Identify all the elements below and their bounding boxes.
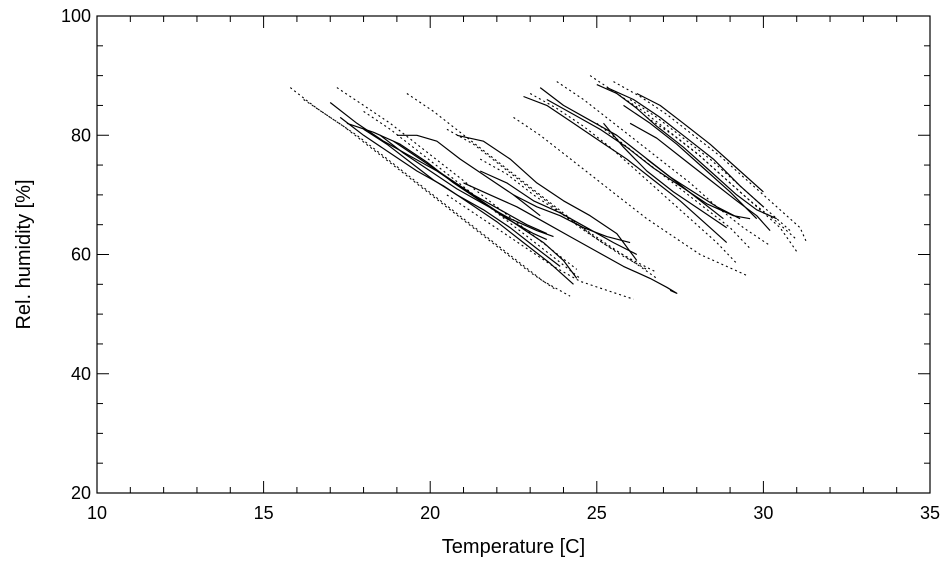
axis-ticks <box>96 15 931 494</box>
solid-series-line <box>546 98 751 220</box>
x-tick-label: 20 <box>420 503 440 523</box>
solid-series-line <box>629 122 771 232</box>
solid-series-line <box>523 95 728 244</box>
solid-series-line <box>636 92 764 193</box>
solid-series-line <box>396 134 541 217</box>
solid-series-line <box>339 116 574 285</box>
y-axis-title: Rel. humidity [%] <box>13 179 35 329</box>
solid-series-line <box>479 170 638 256</box>
dotted-series-line <box>406 93 648 270</box>
solid-series-line <box>646 158 741 220</box>
dotted-series-line <box>556 81 771 247</box>
y-tick-label: 60 <box>71 245 91 265</box>
x-tick-label: 25 <box>587 503 607 523</box>
x-tick-label: 10 <box>87 503 107 523</box>
dotted-series-line <box>629 99 791 232</box>
solid-series-line <box>456 134 638 261</box>
series-layer <box>289 75 808 300</box>
y-tick-label: 40 <box>71 364 91 384</box>
dotted-series-line <box>336 87 578 270</box>
y-tick-label: 80 <box>71 125 91 145</box>
dotted-series-line <box>289 87 558 291</box>
solid-series-line <box>393 140 548 235</box>
dotted-series-line <box>529 93 738 264</box>
plot-frame <box>96 15 931 494</box>
dotted-series-line <box>613 81 808 243</box>
solid-series-line <box>596 84 777 220</box>
tick-labels: 10 15 20 25 30 35 20 40 60 80 100 <box>61 6 940 523</box>
dotted-series-line <box>513 116 747 276</box>
x-tick-label: 15 <box>254 503 274 523</box>
y-tick-label: 20 <box>71 483 91 503</box>
dotted-series-line <box>479 158 658 279</box>
solid-series-line <box>603 122 728 229</box>
solid-series-line <box>329 102 578 279</box>
y-tick-label: 100 <box>61 6 91 26</box>
solid-series-line <box>363 128 561 267</box>
dotted-series-line <box>303 99 571 297</box>
x-axis-title: Temperature [C] <box>442 536 585 558</box>
solid-series-line <box>463 182 678 294</box>
x-tick-label: 35 <box>920 503 940 523</box>
axes-frame <box>96 15 931 494</box>
solid-series-line <box>346 122 548 241</box>
solid-series-line <box>379 134 554 238</box>
dotted-series-line <box>596 122 751 249</box>
x-tick-label: 30 <box>753 503 773 523</box>
dotted-series-line <box>446 194 634 300</box>
dotted-series-line <box>446 128 658 273</box>
solid-series-line <box>623 104 758 220</box>
dotted-series-line <box>646 116 798 252</box>
